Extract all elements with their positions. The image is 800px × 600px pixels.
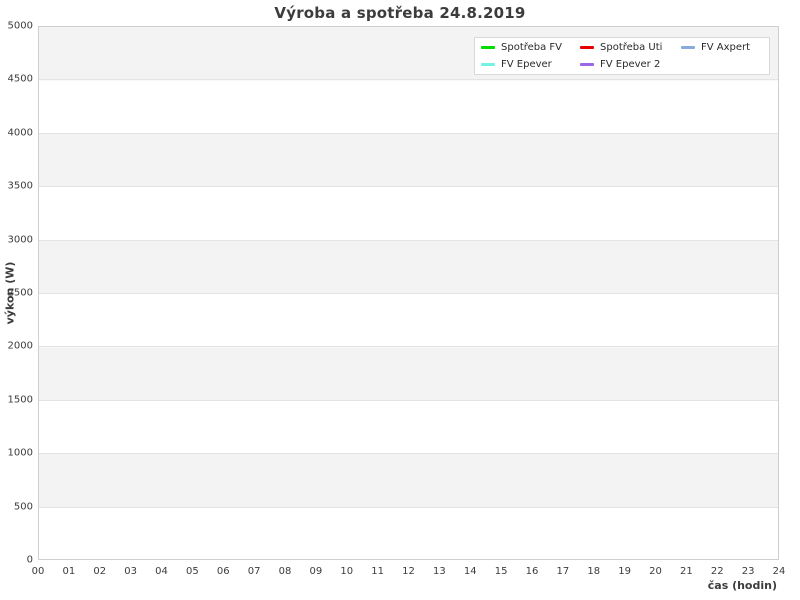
legend-label: FV Axpert — [701, 42, 751, 53]
legend-item: FV Epever — [481, 57, 580, 72]
gridline — [39, 132, 778, 134]
x-tick-label: 05 — [186, 566, 199, 577]
x-tick-label: 08 — [278, 566, 292, 577]
y-tick-label: 3000 — [7, 234, 33, 246]
y-tick-label: 2500 — [7, 287, 33, 299]
x-tick-label: 03 — [124, 566, 137, 577]
gridline — [39, 79, 778, 81]
y-tick-label: 1000 — [7, 447, 33, 459]
x-tick-label: 00 — [31, 566, 45, 577]
gridline — [39, 346, 778, 348]
x-tick-label: 02 — [93, 566, 107, 577]
x-tick-label: 11 — [371, 566, 384, 577]
y-tick-label: 1500 — [7, 394, 33, 406]
x-tick-label: 20 — [649, 566, 662, 577]
legend-line-swatch — [681, 46, 695, 49]
x-tick-label: 17 — [556, 566, 570, 577]
legend-label: FV Epever 2 — [600, 59, 661, 70]
x-tick-label: 16 — [525, 566, 539, 577]
x-tick-label: 21 — [680, 566, 693, 577]
gridline — [39, 506, 778, 508]
x-axis-title: čas (hodin) — [707, 579, 777, 592]
y-tick-label: 3500 — [7, 180, 33, 192]
x-tick-label: 24 — [772, 566, 786, 577]
x-tick-label: 07 — [247, 566, 261, 577]
y-tick-label: 2000 — [7, 340, 33, 352]
x-tick-label: 14 — [463, 566, 477, 577]
legend-line-swatch — [580, 63, 594, 66]
legend-line-swatch — [580, 46, 594, 49]
x-tick-label: 23 — [741, 566, 755, 577]
legend-item: Spotřeba FV — [481, 40, 580, 55]
x-tick-label: 09 — [309, 566, 323, 577]
y-tick-label: 5000 — [7, 20, 33, 32]
legend-label: FV Epever — [501, 59, 552, 70]
plot-area — [38, 26, 779, 560]
x-tick-label: 10 — [340, 566, 354, 577]
y-tick-label: 4000 — [7, 127, 33, 139]
x-tick-label: 12 — [402, 566, 415, 577]
gridline — [39, 186, 778, 188]
x-tick-label: 01 — [62, 566, 76, 577]
x-tick-label: 22 — [710, 566, 724, 577]
gridline — [39, 293, 778, 294]
x-tick-label: 13 — [433, 566, 446, 577]
gridline — [39, 453, 778, 455]
y-tick-label: 500 — [13, 501, 33, 513]
gridline — [39, 399, 778, 401]
chart-title: Výroba a spotřeba 24.8.2019 — [274, 4, 526, 22]
legend-item: FV Epever 2 — [580, 57, 681, 72]
legend-label: Spotřeba Uti — [600, 42, 663, 53]
legend-item: Spotřeba Uti — [580, 40, 681, 55]
gridline — [39, 239, 778, 241]
x-tick-label: 19 — [618, 566, 631, 577]
legend: Spotřeba FV Spotřeba Uti FV Axpert FV Epeve… — [474, 37, 770, 75]
x-tick-label: 15 — [494, 566, 508, 577]
legend-line-swatch — [481, 63, 495, 66]
y-tick-label: 4500 — [7, 73, 33, 85]
x-tick-label: 04 — [155, 566, 168, 577]
legend-line-swatch — [481, 46, 495, 49]
y-tick-label: 0 — [26, 554, 33, 566]
x-tick-label: 06 — [216, 566, 230, 577]
legend-label: Spotřeba FV — [501, 42, 563, 53]
legend-item: FV Axpert — [681, 40, 763, 55]
x-tick-label: 18 — [587, 566, 601, 577]
